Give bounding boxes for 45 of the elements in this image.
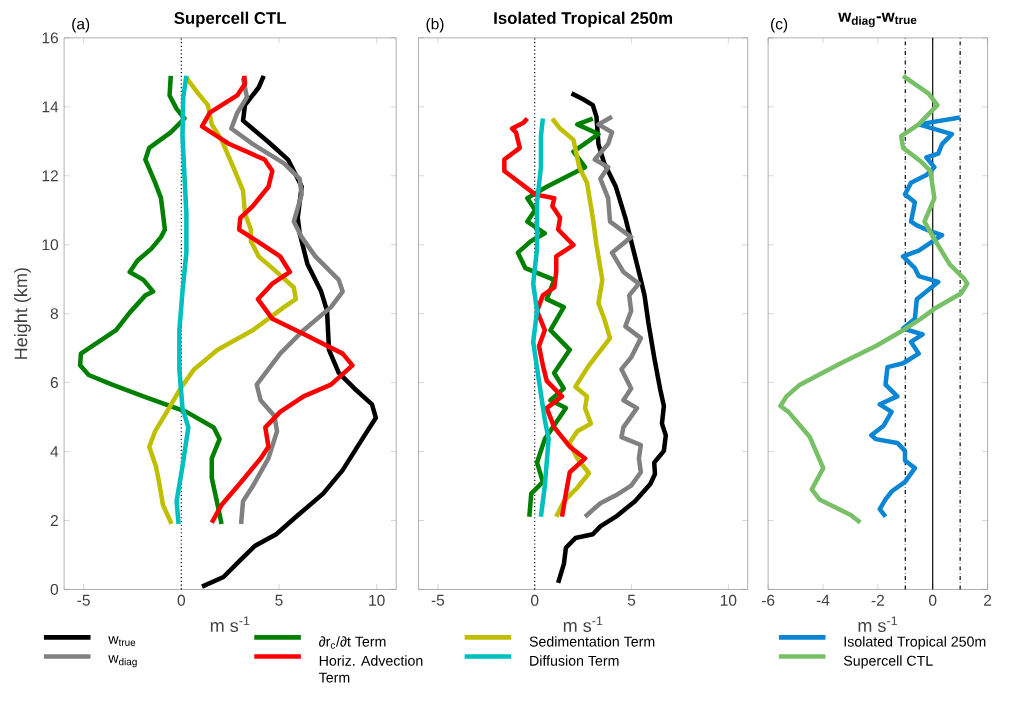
line-series: [77, 73, 224, 527]
x-tick-label: 10: [369, 595, 385, 606]
text: (a): [72, 18, 90, 33]
x-tick-label: -2: [871, 595, 884, 606]
legend-label: w$_{diag}$: [108, 655, 137, 668]
x-tick-label: 0: [177, 595, 186, 606]
x-tick-label: 0: [531, 595, 539, 606]
y-tick-label: 16: [42, 32, 58, 44]
y-tick-label: 2: [50, 515, 58, 527]
legend-label: w$_{true}$: [108, 636, 136, 647]
y-tick-label: 14: [42, 101, 59, 113]
x-axis-title: m s$^{-1}$: [858, 616, 898, 633]
line-series: [147, 75, 299, 527]
y-tick-label: 4: [50, 446, 59, 458]
line-series: [199, 73, 355, 525]
x-tick-label: 10: [720, 595, 737, 606]
x-tick-label: -4: [816, 595, 830, 606]
y-tick-label: 8: [50, 308, 58, 320]
x-tick-label: 5: [627, 595, 636, 606]
x-tick-label: 0: [929, 595, 937, 606]
legend-label: Diffusion Term: [530, 655, 619, 666]
legend-label: ∂r$_{c}$/∂t Term: [319, 636, 386, 649]
x-tick-label: -5: [77, 595, 90, 606]
text: (c): [771, 18, 788, 33]
x-axis-title: m s$^{-1}$: [210, 616, 250, 633]
y-axis-title: Height (km): [14, 268, 31, 359]
line-series: [229, 75, 345, 527]
chart-title: Isolated Tropical 250m: [494, 11, 673, 28]
legend-label: Horiz. Advection Term: [318, 655, 423, 683]
y-tick-label: 10: [42, 239, 59, 251]
line-series: [174, 73, 191, 527]
y-tick-label: 0: [50, 584, 59, 596]
chart-title: Supercell CTL: [174, 11, 286, 28]
x-tick-label: -5: [431, 595, 445, 606]
x-tick-label: 2: [984, 595, 992, 606]
x-tick-label: 5: [275, 595, 283, 606]
x-axis-title: m s$^{-1}$: [563, 616, 603, 633]
chart-title: w$_{diag}$-w$_{true}$: [838, 12, 917, 28]
y-tick-label: 12: [42, 170, 58, 182]
y-tick-label: 6: [50, 377, 58, 389]
legend-label: Sedimentation Term: [529, 636, 655, 647]
legend-label: Isolated Tropical 250m: [844, 636, 986, 650]
text: (b): [426, 18, 444, 33]
x-tick-label: -6: [761, 595, 775, 606]
legend-label: Supercell CTL: [843, 655, 933, 669]
